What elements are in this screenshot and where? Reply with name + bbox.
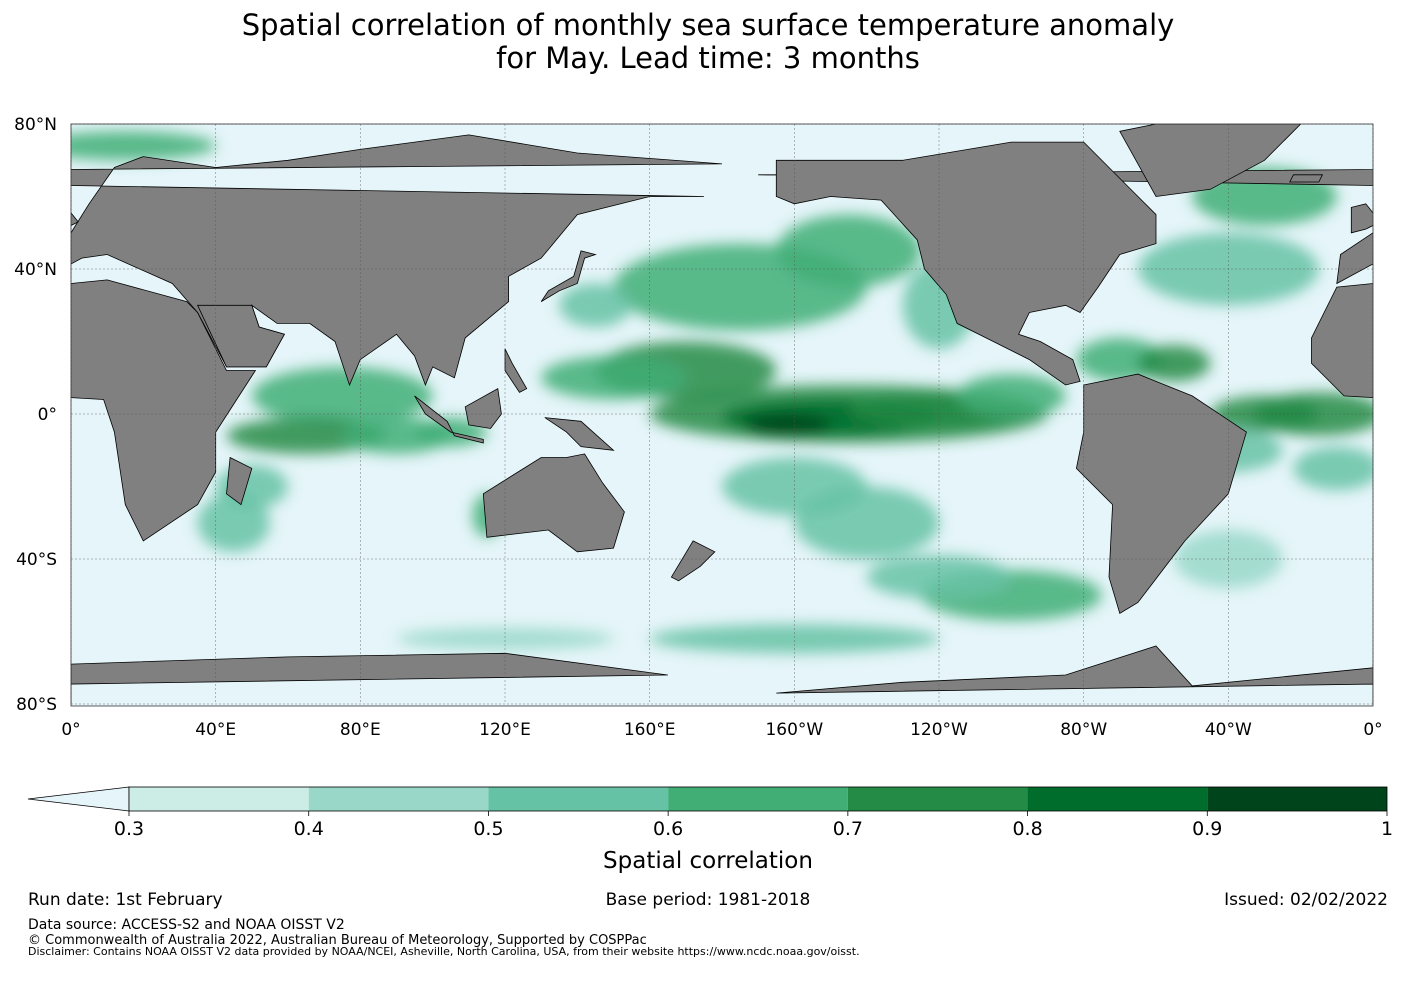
colorbar-bin <box>129 787 309 811</box>
correlation-blob <box>226 417 386 454</box>
lon-tick-label: 120°E <box>479 720 531 740</box>
correlation-blob <box>957 374 1066 418</box>
land-iceland <box>1289 174 1324 183</box>
correlation-blob <box>251 366 433 425</box>
colorbar-underflow-triangle <box>27 786 130 812</box>
correlation-blob <box>722 457 867 516</box>
colorbar-tick-label: 0.4 <box>294 818 324 840</box>
chart-title-line-1: Spatial correlation of monthly sea surfa… <box>241 8 1175 42</box>
colorbar-tick-label: 1 <box>1381 818 1393 840</box>
land-layer <box>71 124 1373 704</box>
lon-tick-label: 160°W <box>765 720 823 740</box>
lat-tick-label: 0° <box>38 405 57 425</box>
longitude-tick-labels: 0° 40°E 80°E 120°E 160°E 160°W 120°W 80°W 40°W 0° <box>61 720 1382 740</box>
land-philippines <box>504 348 528 393</box>
lon-tick-label: 80°W <box>1060 720 1107 740</box>
correlation-blob <box>541 356 686 400</box>
lon-tick-label: 120°W <box>910 720 968 740</box>
colorbar-bin <box>1207 787 1387 811</box>
latitude-tick-labels: 80°N 40°N 0° 40°S 80°S <box>14 115 57 715</box>
land-north-america <box>775 141 1157 386</box>
disclaimer: Disclaimer: Contains NOAA OISST V2 data … <box>28 945 860 958</box>
land-new-guinea <box>544 417 615 451</box>
land-sumatra-java <box>414 395 484 444</box>
colorbar-tick-label: 0.6 <box>653 818 683 840</box>
lat-tick-label: 40°S <box>16 550 57 570</box>
land-africa <box>1311 283 1373 398</box>
lon-tick-label: 40°W <box>1205 720 1252 740</box>
land-indonesia-borneo <box>464 387 502 429</box>
land-greenland <box>1119 124 1302 197</box>
lon-tick-label: 160°E <box>624 720 676 740</box>
land-uk <box>1350 203 1373 234</box>
copyright-notice: © Commonwealth of Australia 2022, Austra… <box>28 933 647 948</box>
land-antarctica <box>71 652 668 704</box>
lon-tick-label: 0° <box>1363 720 1382 740</box>
land-australia <box>482 453 625 553</box>
data-source: Data source: ACCESS-S2 and NOAA OISST V2 <box>28 917 345 933</box>
map-frame <box>70 123 1374 707</box>
colorbar-bin <box>668 787 848 811</box>
lon-tick-label: 40°E <box>195 720 236 740</box>
lon-tick-label: 0° <box>61 720 80 740</box>
correlation-blob <box>396 627 614 650</box>
lat-tick-label: 80°N <box>14 115 57 135</box>
correlation-blob <box>776 214 921 288</box>
base-period: Base period: 1981-2018 <box>605 890 811 910</box>
run-date: Run date: 1st February <box>28 890 223 910</box>
map-figure: 80°N 40°N 0° 40°S 80°S 0° 40°E 80°E 120°E 160°E 1… <box>14 115 1383 740</box>
colorbar: 0.3 0.4 0.5 0.6 0.7 0.8 0.9 1 Spatial correlati… <box>0 780 1416 880</box>
land-arabia <box>196 304 285 368</box>
colorbar-bin <box>308 787 489 811</box>
correlation-blob <box>743 414 831 436</box>
colorbar-tick-label: 0.9 <box>1192 818 1222 840</box>
colorbar-tick-label: 0.8 <box>1012 818 1042 840</box>
land-madagascar <box>226 456 253 506</box>
correlation-blob <box>1137 345 1211 382</box>
colorbar-bin <box>488 787 669 811</box>
colorbar-bin <box>1027 787 1208 811</box>
colorbar-figure: 0.3 0.4 0.5 0.6 0.7 0.8 0.9 1 Spatial correlati… <box>27 786 1393 874</box>
correlation-blob <box>71 131 216 161</box>
colorbar-tick-label: 0.3 <box>114 818 144 840</box>
colorbar-label: Spatial correlation <box>603 848 813 874</box>
lon-tick-label: 80°E <box>340 720 381 740</box>
lat-tick-label: 80°S <box>16 695 57 715</box>
land-south-america <box>1075 373 1247 615</box>
correlation-blob <box>559 283 632 327</box>
colorbar-bin <box>847 787 1028 811</box>
land-antarctica <box>776 645 1373 704</box>
map-panel: 80°N 40°N 0° 40°S 80°S 0° 40°E 80°E 120°E 160°E 1… <box>0 110 1416 750</box>
issued-date: Issued: 02/02/2022 <box>1224 890 1388 910</box>
land-japan <box>540 250 597 302</box>
correlation-blob <box>1293 446 1373 491</box>
land-new-zealand <box>670 540 716 582</box>
correlation-blob <box>215 464 288 509</box>
land-uk <box>71 212 79 226</box>
colorbar-tick-label: 0.7 <box>833 818 863 840</box>
chart-title-line-2: for May. Lead time: 3 months <box>496 41 920 75</box>
lat-tick-label: 40°N <box>14 260 57 280</box>
colorbar-tick-label: 0.5 <box>473 818 503 840</box>
correlation-blob <box>649 624 939 654</box>
colorbar-frame <box>128 786 1388 812</box>
